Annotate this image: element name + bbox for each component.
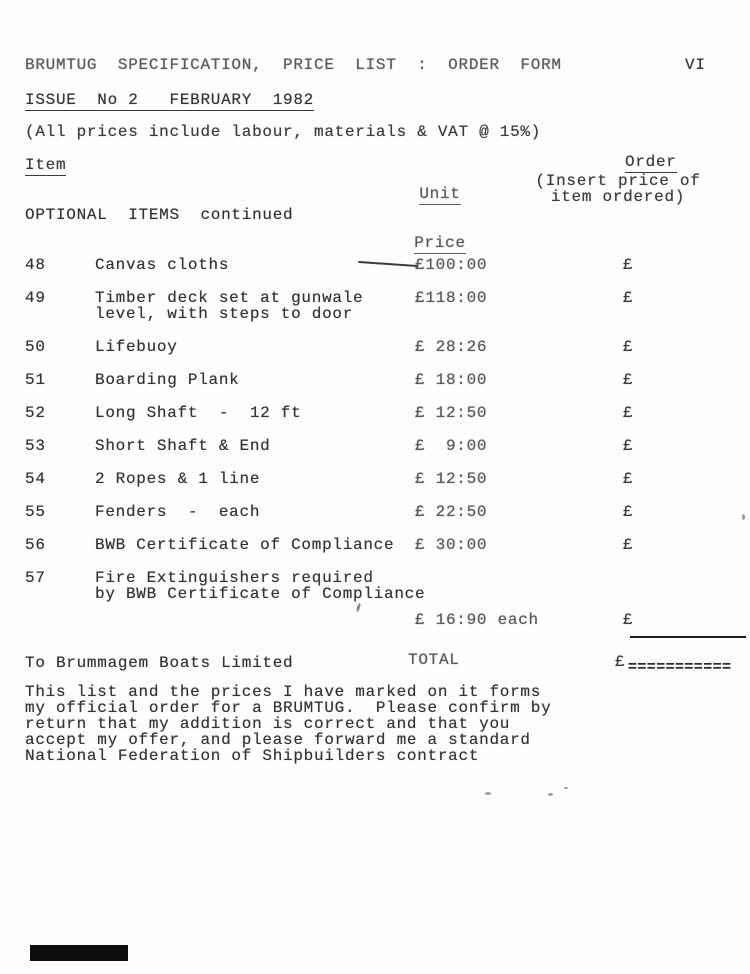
addressee-line: To Brummagem Boats Limited (25, 654, 294, 672)
item-unit-price: £ 18:00 (415, 371, 488, 389)
table-row-columns: 49 Timber deck set at gunwale level, wit… (25, 290, 737, 322)
column-header-item: Item (25, 156, 67, 176)
item-description: Long Shaft - 12 ft (95, 404, 302, 422)
table-row-columns: 57 Fire Extinguishers required by BWB Ce… (25, 570, 737, 602)
item-number: 56 (25, 536, 46, 554)
table-row: 51 Boarding Plank £ 18:00 £ (25, 372, 737, 388)
item-number: 51 (25, 371, 46, 389)
item-number: 54 (25, 470, 46, 488)
item-unit-price: £ 22:50 (415, 503, 488, 521)
scan-speck (548, 793, 553, 796)
item-order-cell: £ (623, 611, 634, 629)
item-order-cell: £ (623, 289, 634, 307)
table-row-columns: 48 Canvas cloths £100:00 £ (25, 257, 737, 273)
item-order-cell: £ (623, 404, 634, 422)
item-number: 57 (25, 569, 46, 587)
item-unit-price: £ 16:90 each (415, 611, 539, 629)
issue-line: ISSUE No 2 FEBRUARY 1982 (25, 91, 315, 111)
table-row-columns: 51 Boarding Plank £ 18:00 £ (25, 372, 737, 388)
section-heading: OPTIONAL ITEMS continued (25, 206, 294, 224)
scan-speck (564, 787, 568, 789)
item-description: Fire Extinguishers required by BWB Certi… (95, 569, 426, 603)
scan-speck (742, 514, 745, 520)
scan-artifact-bar (30, 945, 128, 961)
vat-note: (All prices include labour, materials & … (25, 123, 542, 141)
page-number: VI (685, 56, 706, 74)
column-header-order: Order (625, 153, 677, 173)
item-description: 2 Ropes & 1 line (95, 470, 261, 488)
item-number: 50 (25, 338, 46, 356)
table-row-columns: 53 Short Shaft & End £ 9:00 £ (25, 438, 737, 454)
item-order-cell: £ (623, 470, 634, 488)
item-order-cell: £ (623, 437, 634, 455)
table-row: 50 Lifebuoy £ 28:26 £ (25, 339, 737, 355)
item-description: BWB Certificate of Compliance (95, 536, 395, 554)
item-number: 49 (25, 289, 46, 307)
item-order-cell: £ (623, 256, 634, 274)
item-order-cell: £ (623, 338, 634, 356)
item-unit-price: £118:00 (415, 289, 488, 307)
item-description: Short Shaft & End (95, 437, 271, 455)
item-order-cell: £ (623, 371, 634, 389)
scan-speck (485, 792, 491, 795)
price-word: Price (414, 234, 466, 254)
item-unit-price: £100:00 (415, 256, 488, 274)
table-row: 56 BWB Certificate of Compliance £ 30:00… (25, 537, 737, 553)
item-order-cell: £ (623, 536, 634, 554)
table-row: 49 Timber deck set at gunwale level, wit… (25, 290, 737, 322)
item-description: Lifebuoy (95, 338, 178, 356)
item-description: Fenders - each (95, 503, 261, 521)
item-unit-price: £ 12:50 (415, 470, 488, 488)
table-row: 53 Short Shaft & End £ 9:00 £ (25, 438, 737, 454)
order-confirmation-paragraph: This list and the prices I have marked o… (25, 683, 552, 765)
issue-line-text: ISSUE No 2 FEBRUARY 1982 (25, 91, 315, 111)
item-price-line: £ 16:90 each £ (25, 612, 737, 628)
item-description: Canvas cloths (95, 256, 230, 274)
order-entry-rule (630, 636, 746, 638)
column-header-order-note: (Insert price of item ordered) (535, 172, 701, 206)
item-description: Timber deck set at gunwale level, with s… (95, 289, 364, 323)
total-double-rule: =========== (628, 659, 732, 676)
table-row: 57 Fire Extinguishers required by BWB Ce… (25, 570, 737, 628)
table-row: 52 Long Shaft - 12 ft £ 12:50 £ (25, 405, 737, 421)
item-unit-price: £ 30:00 (415, 536, 488, 554)
column-header-unit-price: Unit Price (407, 154, 473, 284)
total-currency-symbol: £ (615, 653, 626, 671)
unit-word: Unit (419, 185, 461, 205)
table-row: 54 2 Ropes & 1 line £ 12:50 £ (25, 471, 737, 487)
table-row: 48 Canvas cloths £100:00 £ (25, 257, 737, 273)
table-row-columns: 55 Fenders - each £ 22:50 £ (25, 504, 737, 520)
table-row-columns: 54 2 Ropes & 1 line £ 12:50 £ (25, 471, 737, 487)
item-description: Boarding Plank (95, 371, 240, 389)
item-number: 48 (25, 256, 46, 274)
table-row-columns: 50 Lifebuoy £ 28:26 £ (25, 339, 737, 355)
item-unit-price: £ 28:26 (415, 338, 488, 356)
item-number: 55 (25, 503, 46, 521)
item-order-cell: £ (623, 503, 634, 521)
table-row-columns: 56 BWB Certificate of Compliance £ 30:00… (25, 537, 737, 553)
total-label: TOTAL (408, 651, 460, 669)
table-row-columns: 52 Long Shaft - 12 ft £ 12:50 £ (25, 405, 737, 421)
item-number: 53 (25, 437, 46, 455)
table-row: 55 Fenders - each £ 22:50 £ (25, 504, 737, 520)
items-table: 48 Canvas cloths £100:00 £ 49 Timber dec… (25, 257, 737, 645)
item-unit-price: £ 9:00 (415, 437, 488, 455)
item-number: 52 (25, 404, 46, 422)
page-title: BRUMTUG SPECIFICATION, PRICE LIST : ORDE… (25, 56, 562, 74)
item-unit-price: £ 12:50 (415, 404, 488, 422)
